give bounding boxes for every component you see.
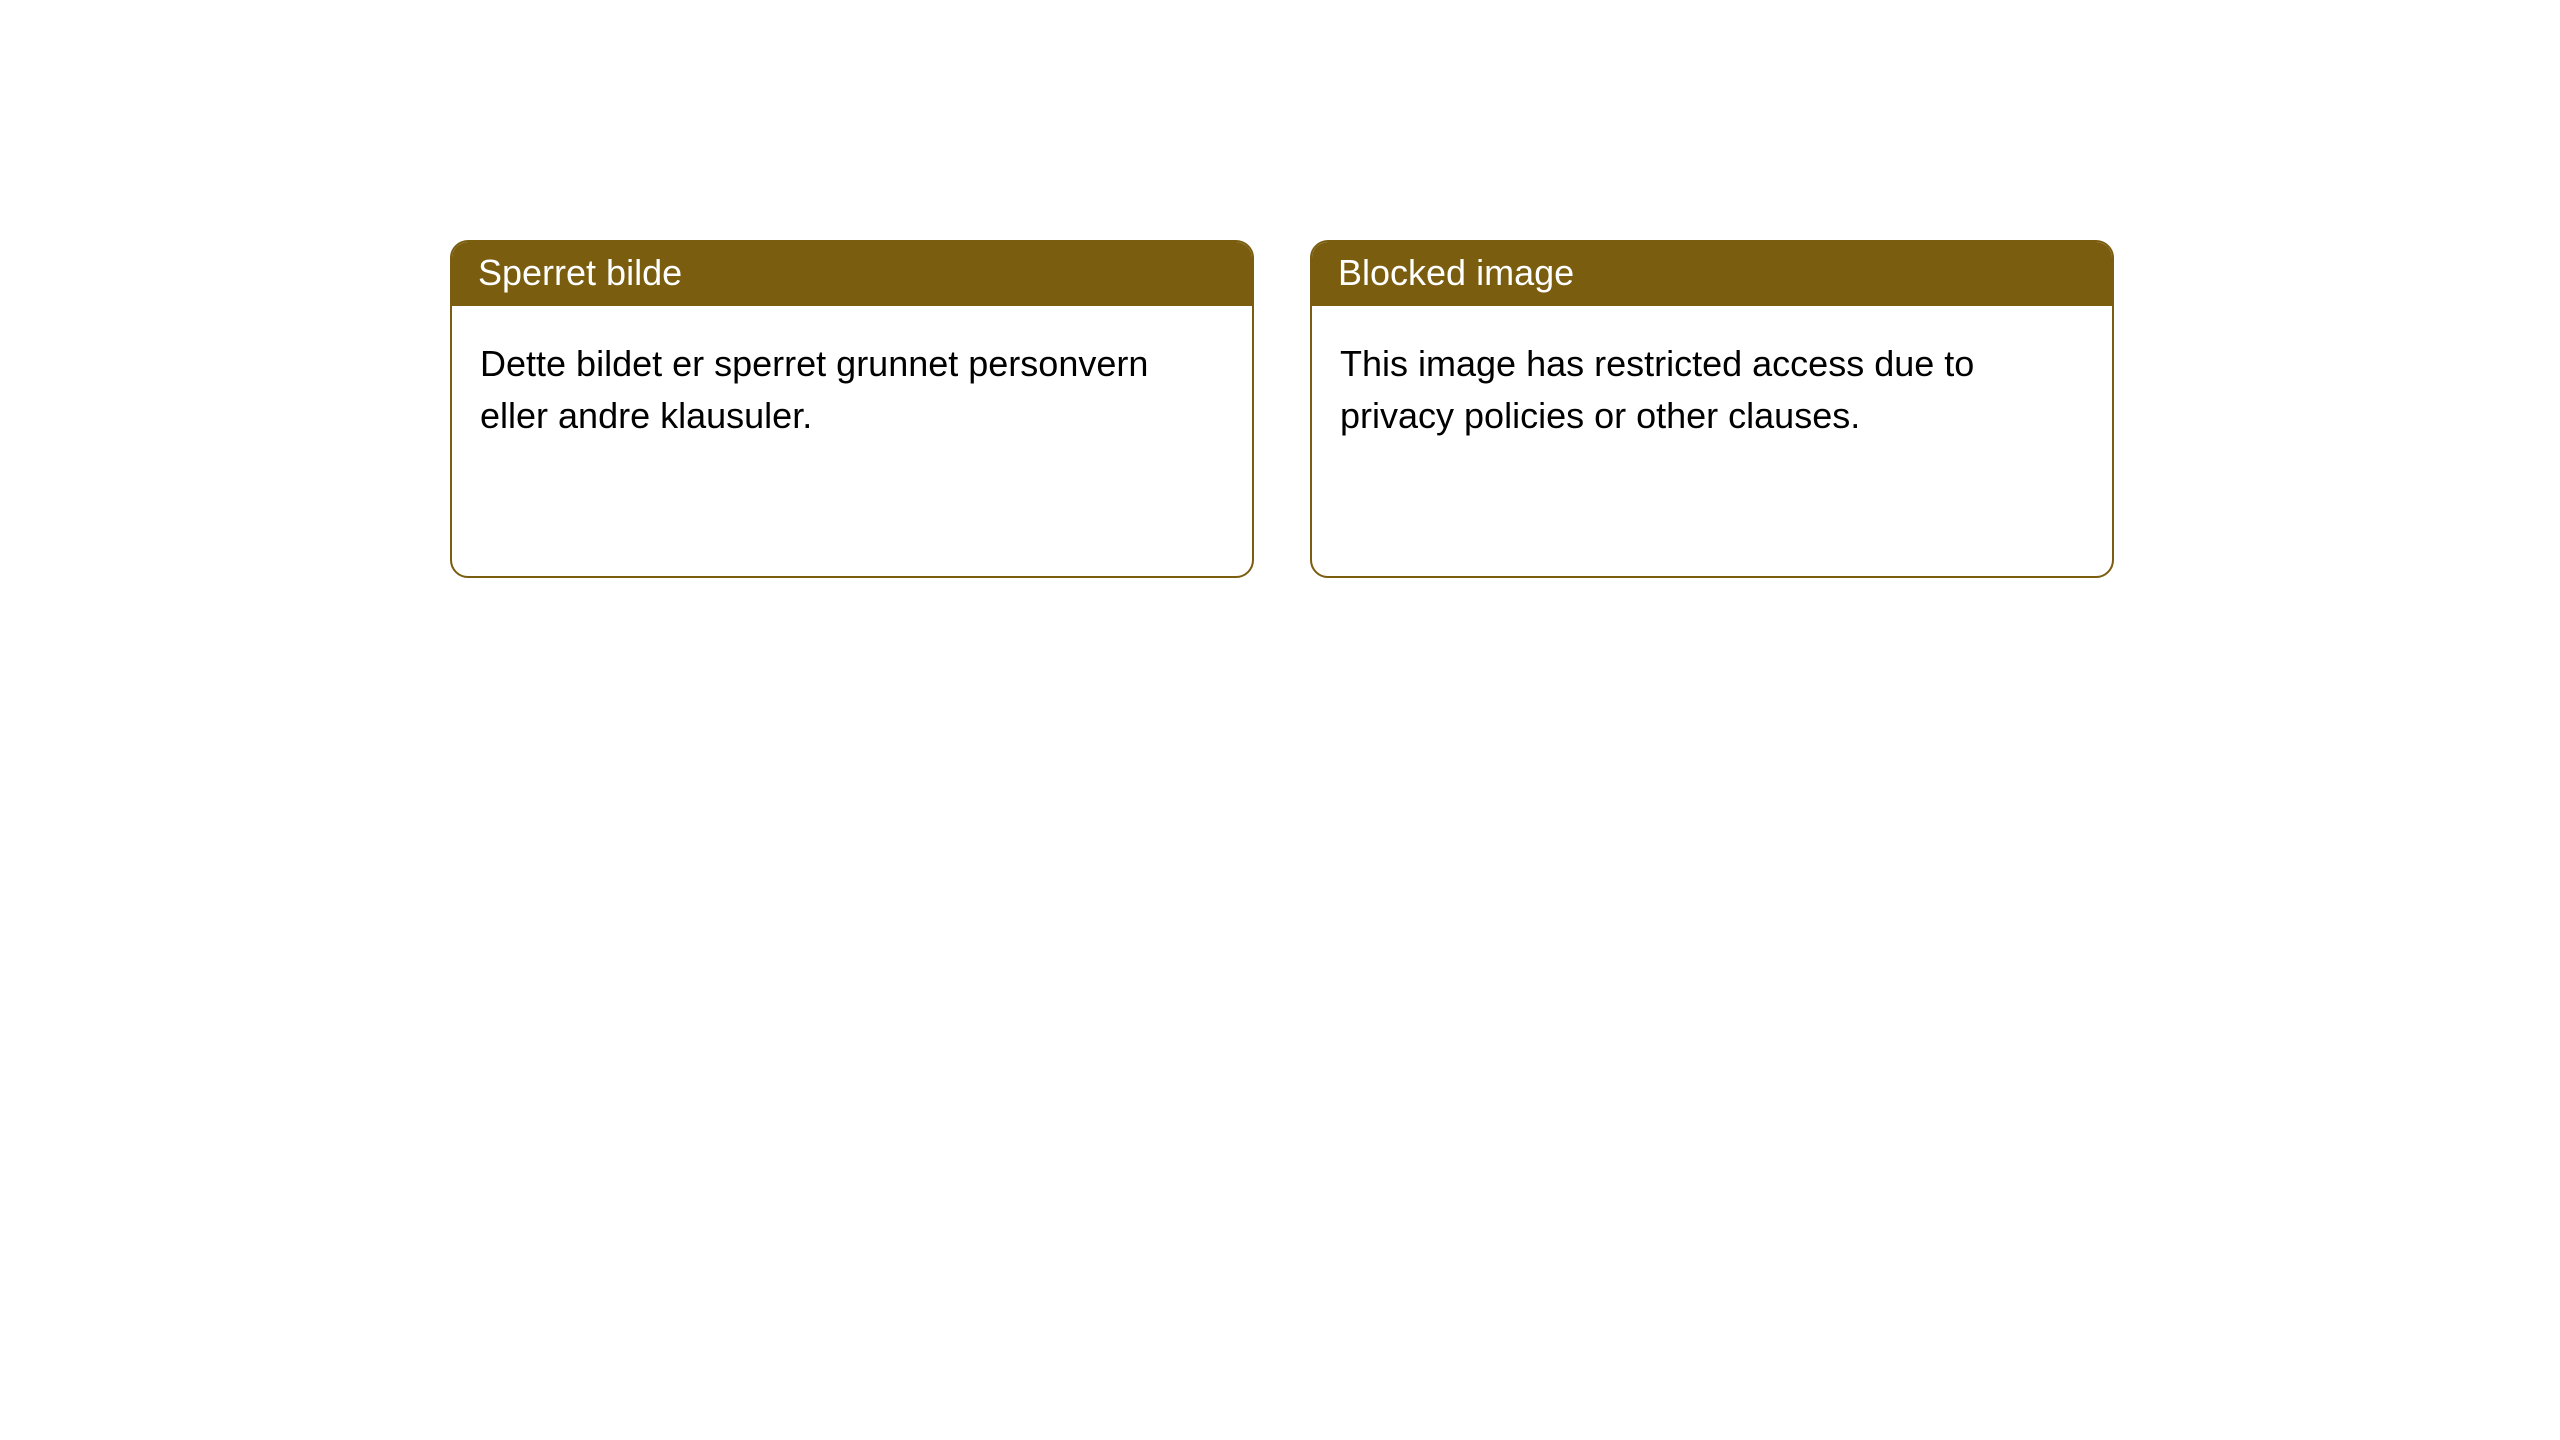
notice-container: Sperret bilde Dette bildet er sperret gr… bbox=[0, 0, 2560, 578]
card-body-en: This image has restricted access due to … bbox=[1312, 306, 2112, 474]
card-header-no: Sperret bilde bbox=[452, 242, 1252, 306]
card-header-en: Blocked image bbox=[1312, 242, 2112, 306]
card-body-no: Dette bildet er sperret grunnet personve… bbox=[452, 306, 1252, 474]
blocked-image-card-no: Sperret bilde Dette bildet er sperret gr… bbox=[450, 240, 1254, 578]
blocked-image-card-en: Blocked image This image has restricted … bbox=[1310, 240, 2114, 578]
